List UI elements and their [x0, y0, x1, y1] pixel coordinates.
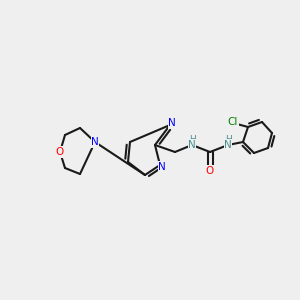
Text: N: N — [158, 162, 166, 172]
Text: H: H — [225, 136, 231, 145]
Text: O: O — [56, 147, 64, 157]
Text: N: N — [188, 140, 196, 150]
Text: N: N — [91, 137, 99, 147]
Text: N: N — [168, 118, 176, 128]
Text: H: H — [189, 136, 195, 145]
Text: O: O — [206, 166, 214, 176]
Text: Cl: Cl — [228, 117, 238, 127]
Text: N: N — [224, 140, 232, 150]
